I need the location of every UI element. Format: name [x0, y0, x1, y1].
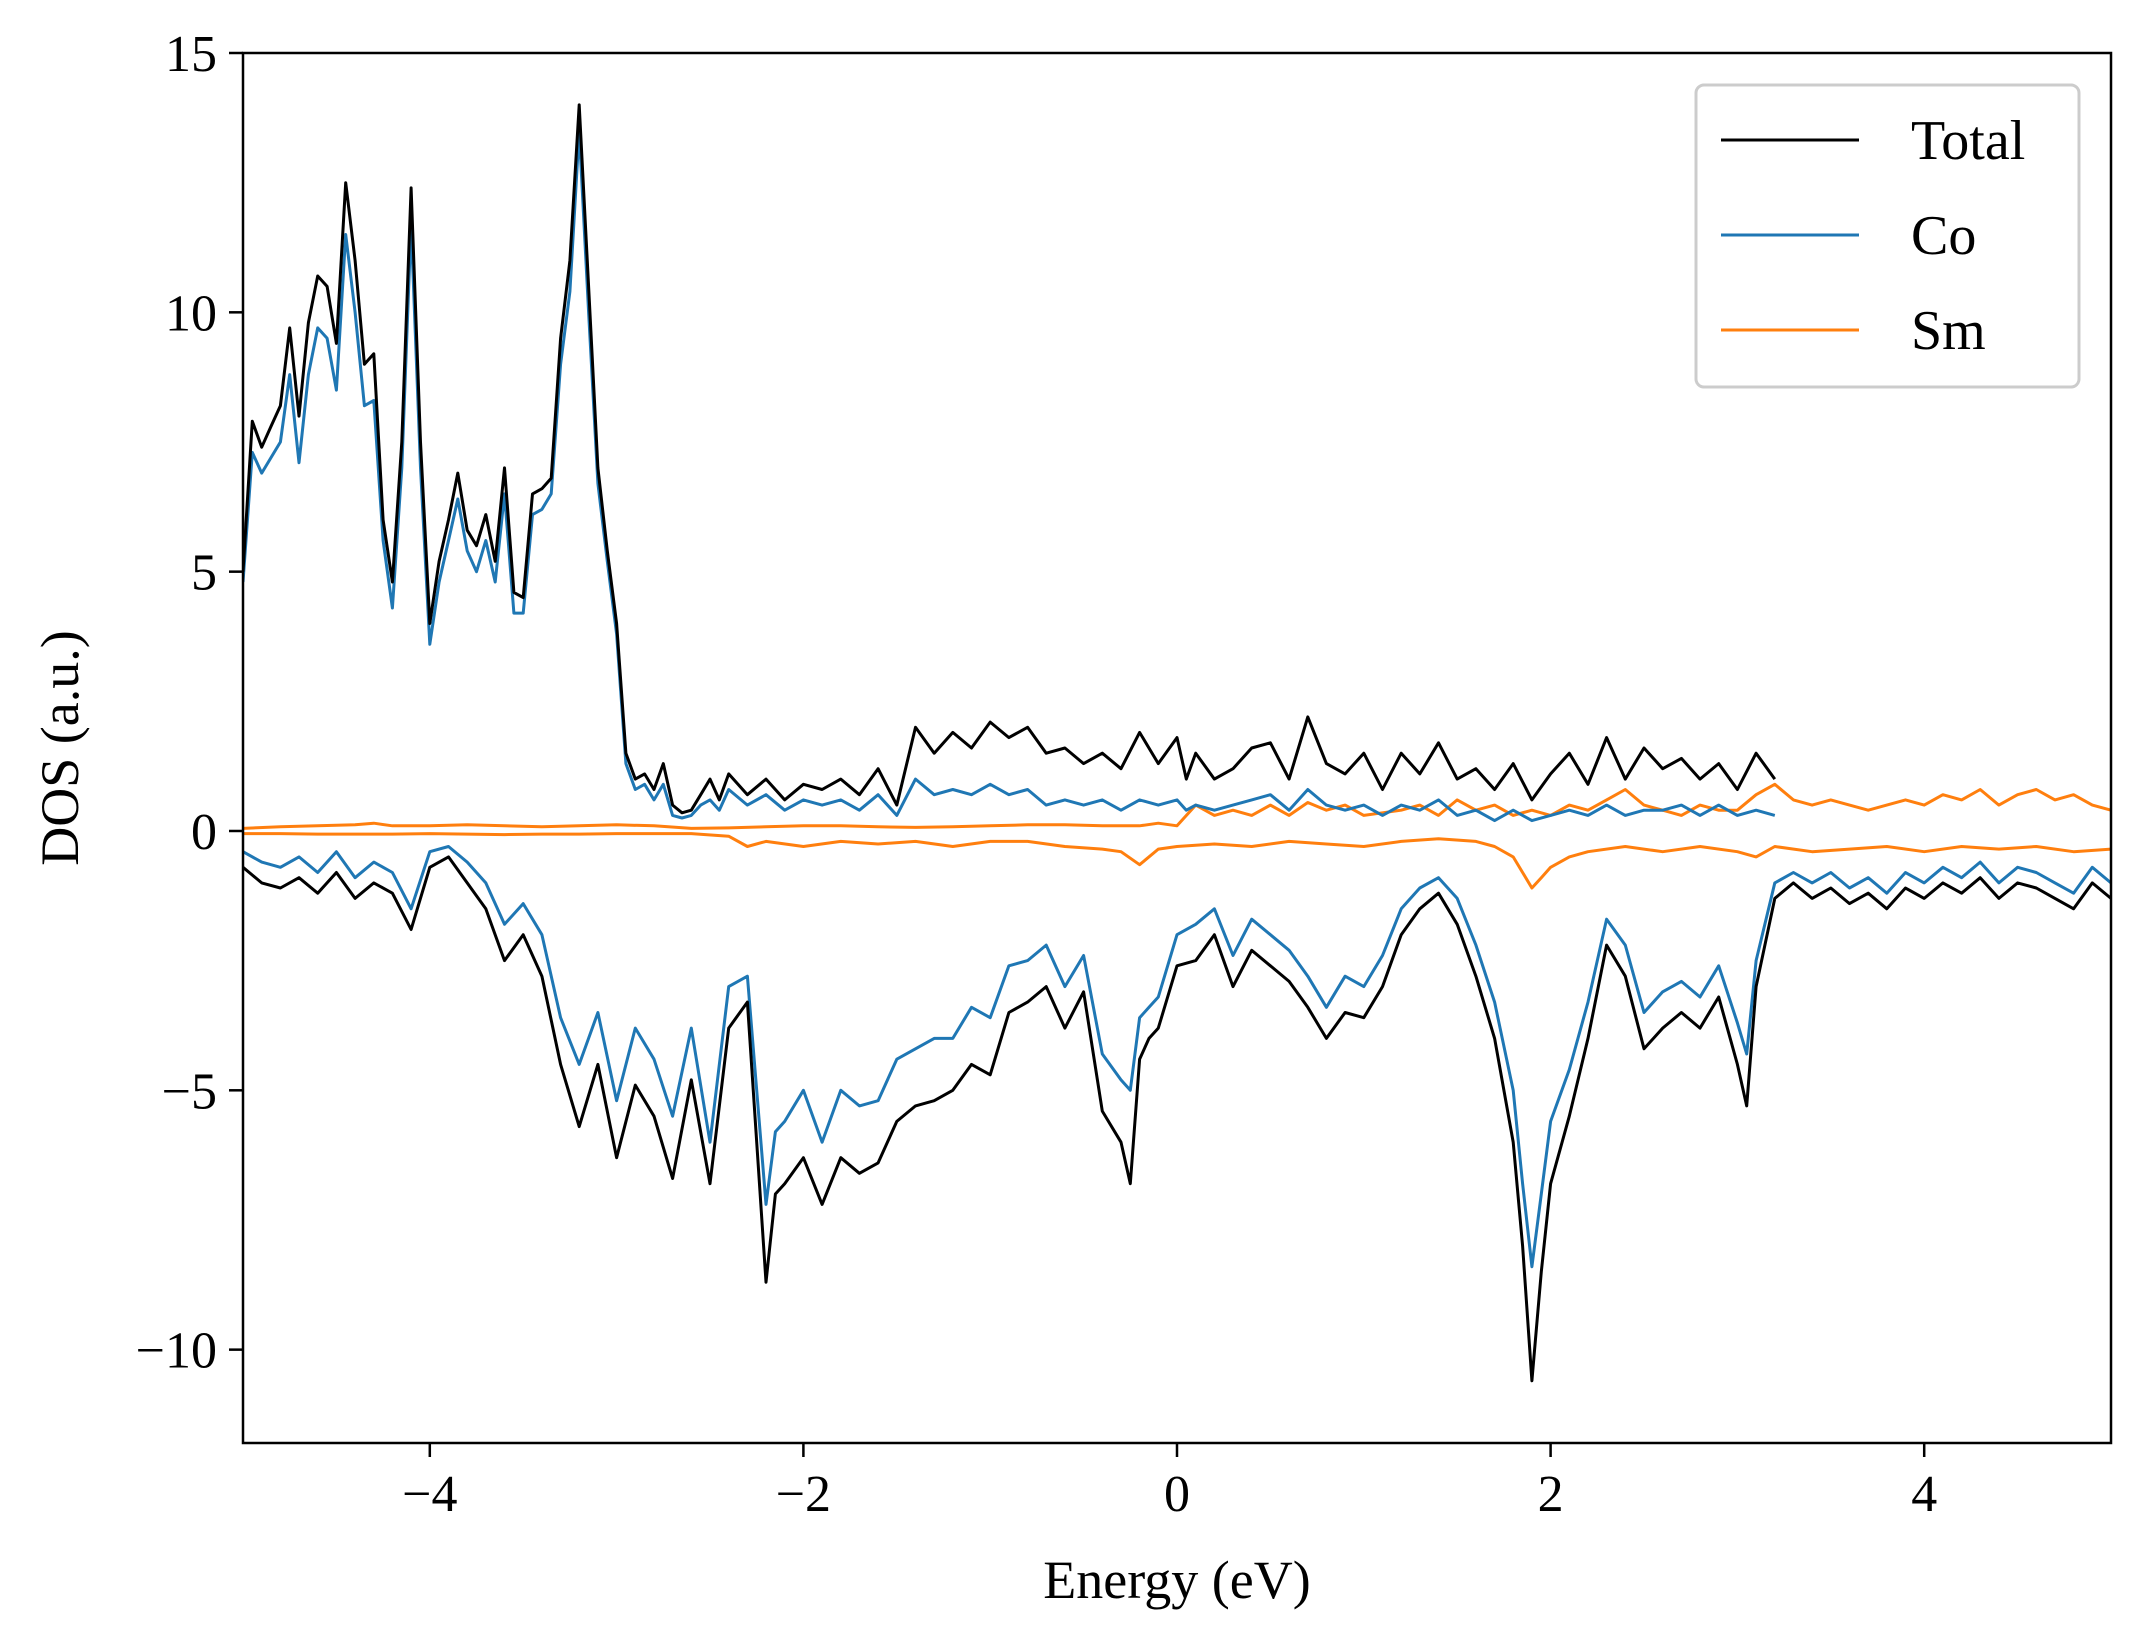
series-total-spin-up-line — [243, 103, 1777, 815]
x-tick-label: 4 — [1911, 1466, 1937, 1523]
x-tick-label: −4 — [402, 1466, 457, 1523]
legend: Total Co Sm — [1694, 83, 2081, 389]
legend-label-co: Co — [1911, 205, 1976, 267]
series-layer — [243, 103, 2111, 1383]
x-tick-label: −2 — [776, 1466, 831, 1523]
y-tick-label: 10 — [165, 285, 217, 342]
legend-box — [1694, 83, 2081, 389]
x-tick-label: 0 — [1164, 1466, 1190, 1523]
y-tick-label: 0 — [191, 804, 217, 861]
y-axis-ticks: −10 −5 0 5 10 15 — [136, 26, 243, 1380]
y-tick-label: 5 — [191, 545, 217, 602]
y-tick-label: −5 — [162, 1063, 217, 1120]
series-sm-spin-down-line — [243, 832, 2111, 890]
x-axis-title: Energy (eV) — [1043, 1550, 1310, 1610]
legend-label-sm: Sm — [1911, 300, 1986, 362]
legend-label-total: Total — [1911, 110, 2025, 172]
series-total-spin-down-line — [243, 855, 2111, 1383]
y-tick-label: −10 — [136, 1323, 217, 1380]
series-co-spin-down-line — [243, 845, 2111, 1269]
x-tick-label: 2 — [1538, 1466, 1564, 1523]
y-axis-title: DOS (a.u.) — [30, 630, 90, 865]
x-axis-ticks: −4 −2 0 2 4 — [402, 1443, 1937, 1523]
y-tick-label: 15 — [165, 26, 217, 83]
